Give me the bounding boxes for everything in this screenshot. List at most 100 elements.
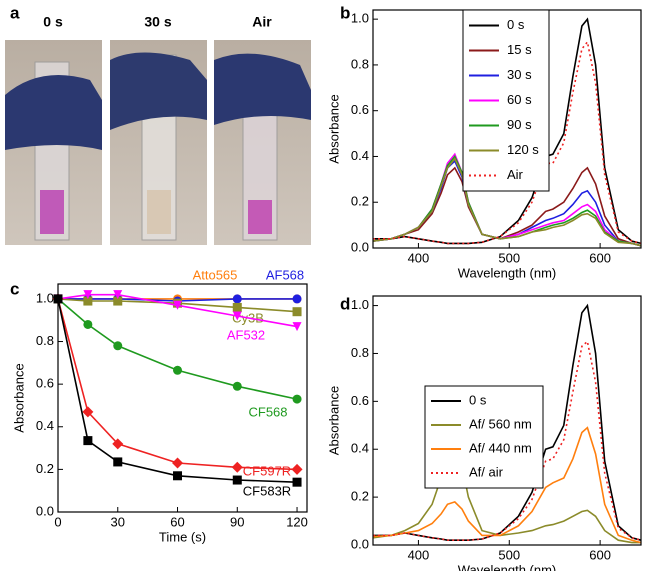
legend-label: Af/ 440 nm [469, 440, 532, 455]
y-axis-label: Absorbance [326, 94, 341, 163]
y-tick-label: 0.2 [36, 461, 54, 476]
marker [113, 341, 123, 351]
plot-frame [57, 283, 308, 513]
x-tick-label: 60 [170, 514, 184, 529]
series-line [372, 157, 642, 247]
marker [172, 457, 184, 469]
y-tick-label: 1.0 [351, 11, 369, 26]
series-line [373, 303, 642, 541]
marker [112, 438, 124, 450]
y-tick-label: 0.2 [351, 489, 369, 504]
series-line [57, 298, 298, 471]
legend-label: 15 s [507, 42, 532, 57]
y-tick-label: 0.0 [36, 503, 54, 518]
marker [173, 300, 183, 310]
plot-frame [372, 295, 642, 546]
y-tick-label: 0.8 [36, 333, 54, 348]
marker [173, 365, 183, 375]
panel-letter: c [10, 279, 19, 298]
photo-a [5, 40, 311, 245]
marker [113, 457, 123, 467]
series-line [372, 426, 642, 544]
panel-letter: d [340, 294, 350, 313]
x-tick-label: 400 [408, 547, 430, 562]
x-tick-label: 90 [230, 514, 244, 529]
y-axis-label: Absorbance [326, 386, 341, 455]
series-line [57, 293, 298, 328]
series-label: CF568 [248, 404, 287, 419]
legend-label: 30 s [507, 67, 532, 82]
legend-label: 0 s [507, 17, 525, 32]
x-tick-label: 0 [54, 514, 61, 529]
photo-label: 30 s [144, 14, 171, 30]
y-tick-label: 1.0 [351, 297, 369, 312]
x-tick-label: 600 [589, 547, 611, 562]
series-label: Atto565 [193, 267, 238, 282]
panel-letter: a [10, 3, 20, 22]
y-tick-label: 0.4 [351, 148, 369, 163]
marker [292, 307, 302, 317]
legend-label: Af/ 560 nm [469, 416, 532, 431]
marker [292, 322, 302, 332]
y-axis-label: Absorbance [11, 363, 26, 432]
x-tick-label: 500 [498, 250, 520, 265]
marker [83, 319, 93, 329]
x-axis-label: Wavelength (nm) [458, 562, 557, 571]
y-tick-label: 0.2 [351, 194, 369, 209]
y-tick-label: 0.6 [351, 393, 369, 408]
marker [232, 475, 242, 485]
x-axis-label: Wavelength (nm) [458, 265, 557, 280]
series-line [373, 40, 642, 245]
legend-label: 60 s [507, 92, 532, 107]
y-tick-label: 0.8 [351, 345, 369, 360]
legend-label: 0 s [469, 392, 487, 407]
y-tick-label: 0.0 [351, 239, 369, 254]
marker [232, 381, 242, 391]
legend-label: Af/ air [469, 464, 504, 479]
marker [292, 294, 302, 304]
marker [292, 394, 302, 404]
legend-label: 90 s [507, 117, 532, 132]
series-label: AF532 [227, 327, 265, 342]
y-tick-label: 0.4 [36, 418, 54, 433]
legend-label: 120 s [507, 142, 539, 157]
series-line [372, 166, 642, 247]
legend-label: Air [507, 167, 524, 182]
y-tick-label: 0.6 [36, 376, 54, 391]
x-tick-label: 30 [111, 514, 125, 529]
marker [113, 296, 123, 306]
y-tick-label: 0.6 [351, 102, 369, 117]
panel-letter: b [340, 3, 350, 22]
series-line [57, 298, 298, 400]
series-label: CF597R [243, 463, 291, 478]
series-line [372, 445, 641, 544]
photo-label: 0 s [43, 14, 63, 30]
marker [291, 463, 303, 475]
series-label: CF583R [243, 483, 291, 498]
y-tick-label: 0.4 [351, 441, 369, 456]
marker [83, 296, 93, 306]
marker [232, 311, 242, 321]
x-tick-label: 120 [286, 514, 308, 529]
y-tick-label: 1.0 [36, 290, 54, 305]
legend-box [424, 385, 544, 489]
y-tick-label: 0.0 [351, 536, 369, 551]
x-tick-label: 500 [498, 547, 520, 562]
series-line [373, 17, 642, 245]
series-label: AF568 [266, 267, 304, 282]
marker [173, 471, 183, 481]
x-tick-label: 400 [408, 250, 430, 265]
marker [232, 294, 242, 304]
marker [232, 302, 242, 312]
y-tick-label: 0.8 [351, 56, 369, 71]
marker [82, 406, 94, 418]
photo-label: Air [252, 14, 272, 30]
series-line [57, 298, 298, 313]
marker [83, 290, 93, 300]
x-tick-label: 600 [589, 250, 611, 265]
marker [113, 290, 123, 300]
marker [292, 477, 302, 487]
marker [231, 461, 243, 473]
series-line [57, 298, 298, 483]
